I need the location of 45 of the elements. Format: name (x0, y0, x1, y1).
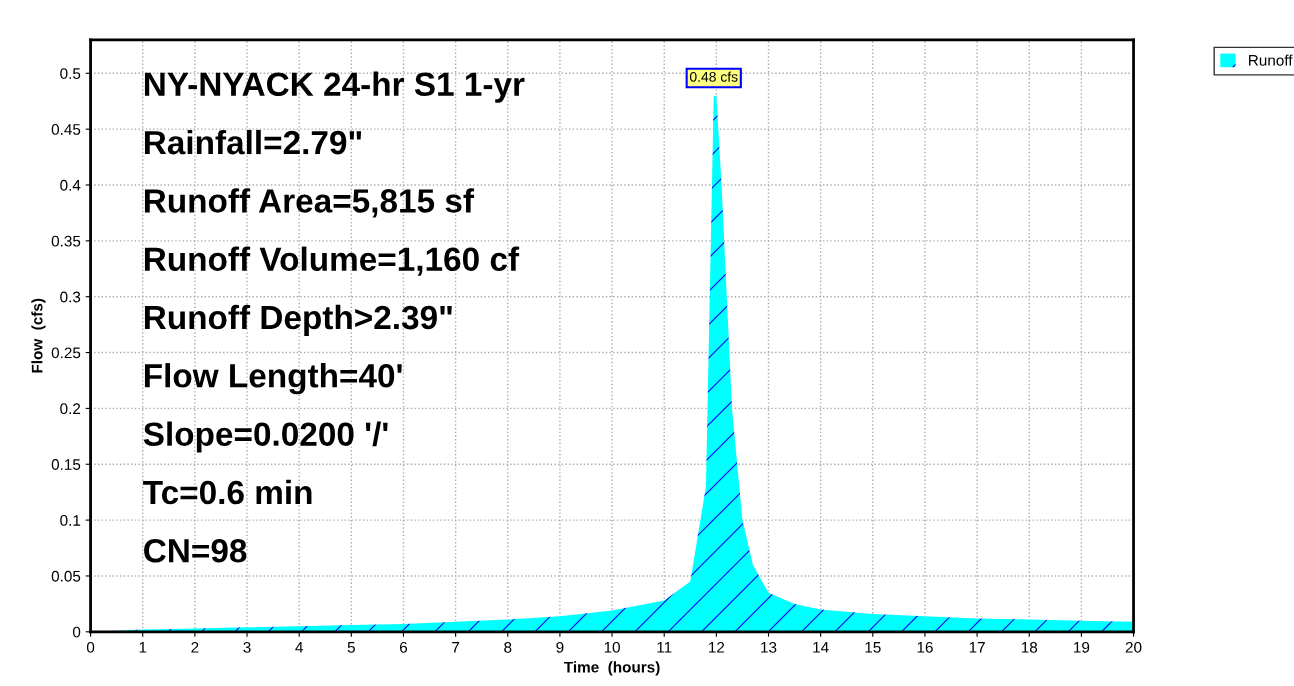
x-tick-label: 2 (191, 641, 199, 653)
y-tick-label: 0.4 (60, 179, 81, 191)
y-axis-title: Flow (cfs) (31, 298, 46, 373)
y-tick-label: 0.5 (60, 68, 81, 79)
x-tick-label: 8 (504, 641, 512, 653)
y-tick-label: 0.45 (51, 124, 81, 135)
annotation: Flow Length=40' (144, 363, 402, 395)
y-tick-label: 0.05 (51, 570, 81, 582)
x-tick-label: 7 (452, 642, 460, 653)
y-tick-label: 0.35 (51, 235, 81, 247)
annotation: Slope=0.0200 '/' (143, 421, 388, 453)
annotation: Tc=0.6 min (143, 479, 312, 505)
annotation: Runoff Area=5,815 sf (144, 188, 475, 218)
annotation: NY-NYACK 24-hr S1 1-yr (144, 71, 525, 103)
y-tick-label: 0.3 (60, 291, 81, 303)
x-axis-title: Time (hours) (563, 661, 660, 676)
x-tick-label: 5 (347, 642, 355, 653)
y-tick-label: 0 (72, 626, 81, 638)
annotation: CN=98 (144, 539, 247, 563)
y-tick-label: 0.1 (60, 514, 81, 526)
annotation: 0.48 cfs (689, 71, 738, 82)
x-tick-label: 10 (604, 641, 620, 653)
x-tick-label: 19 (1074, 641, 1090, 653)
x-tick-label: 13 (761, 641, 777, 653)
x-tick-label: 11 (657, 642, 672, 653)
y-tick-label: 0.2 (60, 403, 81, 415)
legend-label: Runoff (1249, 54, 1293, 66)
x-tick-label: 12 (709, 641, 725, 653)
x-tick-label: 0 (86, 641, 95, 653)
x-tick-label: 16 (917, 641, 933, 653)
annotation: Rainfall=2.79" (144, 129, 362, 155)
y-tick-label: 0.25 (51, 347, 81, 359)
x-tick-label: 1 (139, 642, 147, 653)
x-tick-label: 4 (295, 642, 303, 653)
x-tick-label: 20 (1125, 641, 1142, 653)
y-tick-label: 0.15 (51, 459, 81, 470)
x-tick-label: 6 (400, 641, 408, 653)
x-tick-label: 14 (813, 642, 829, 653)
annotation: Runoff Volume=1,160 cf (144, 246, 520, 276)
x-tick-label: 18 (1021, 641, 1038, 653)
x-tick-label: 17 (969, 642, 985, 653)
x-tick-label: 15 (865, 642, 881, 653)
annotation: Runoff Depth>2.39" (144, 304, 452, 336)
x-tick-label: 9 (556, 641, 564, 653)
x-tick-label: 3 (243, 641, 251, 653)
